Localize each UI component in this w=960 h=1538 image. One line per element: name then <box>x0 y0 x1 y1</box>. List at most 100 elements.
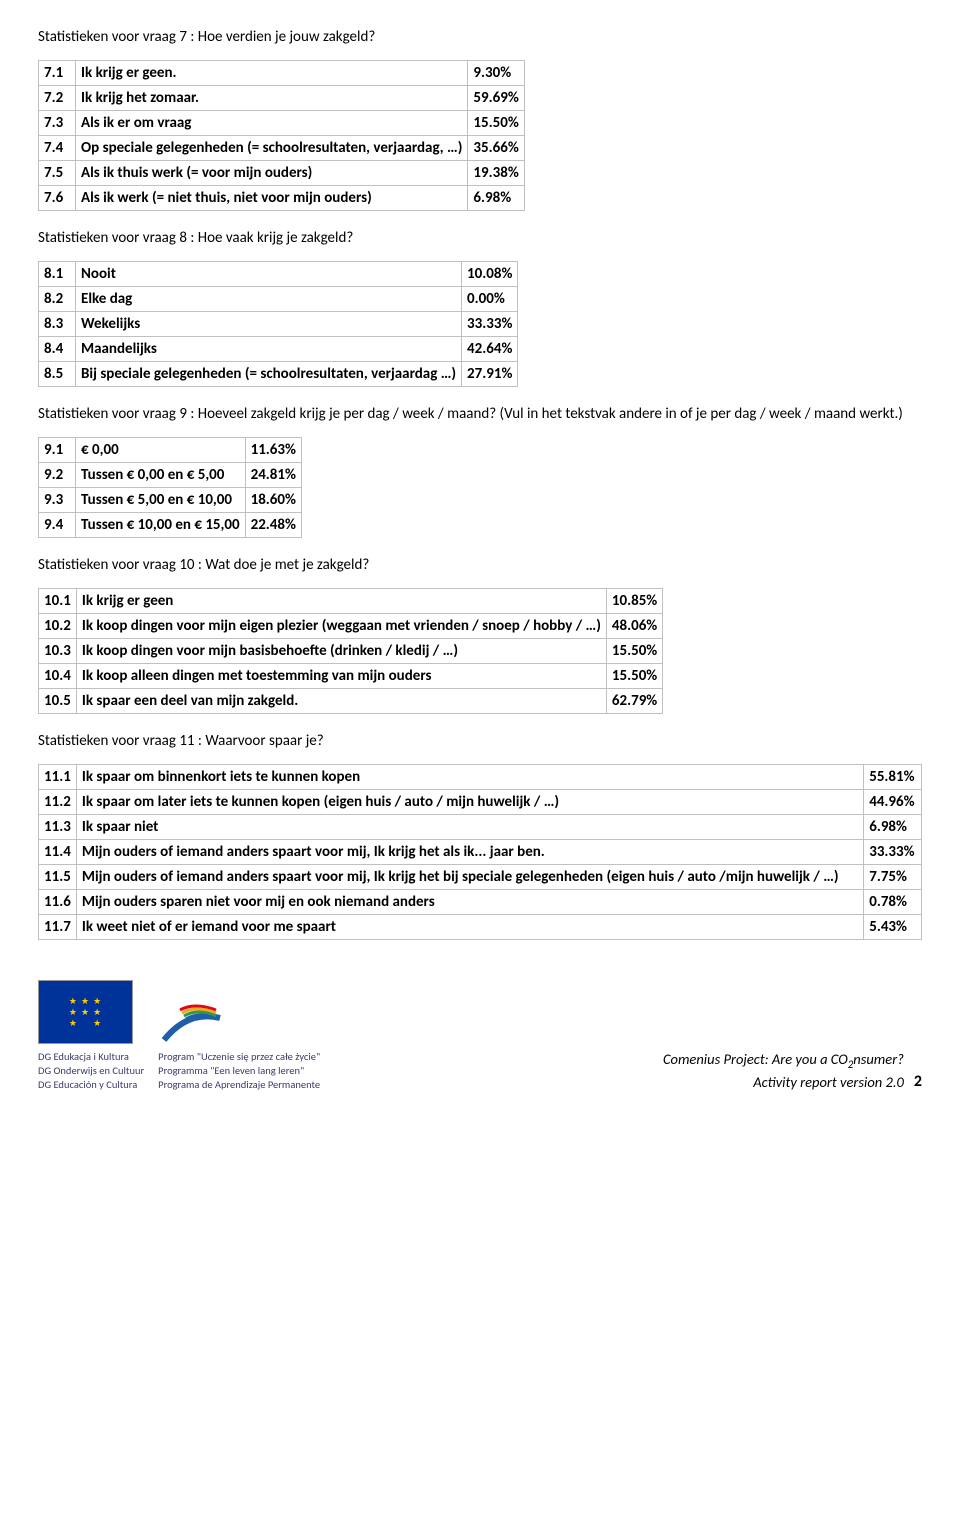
table-row: 11.7Ik weet niet of er iemand voor me sp… <box>39 915 921 939</box>
row-id: 8.3 <box>39 312 75 336</box>
table-row: 8.4Maandelijks42.64% <box>39 337 517 361</box>
row-label: Ik krijg er geen. <box>76 61 467 85</box>
row-label: € 0,00 <box>76 438 245 462</box>
row-pct: 42.64% <box>462 337 517 361</box>
row-pct: 10.08% <box>462 262 517 286</box>
footer-org-3: DG Educación y Cultura <box>38 1078 144 1092</box>
q7-table: 7.1Ik krijg er geen.9.30%7.2Ik krijg het… <box>38 60 525 211</box>
row-pct: 6.98% <box>468 186 523 210</box>
row-id: 11.7 <box>39 915 76 939</box>
row-label: Tussen € 0,00 en € 5,00 <box>76 463 245 487</box>
footer-org-1: DG Edukacja i Kultura <box>38 1050 144 1064</box>
row-label: Ik krijg er geen <box>77 589 606 613</box>
row-pct: 0.78% <box>864 890 921 914</box>
row-id: 9.3 <box>39 488 75 512</box>
row-label: Als ik werk (= niet thuis, niet voor mij… <box>76 186 467 210</box>
row-id: 7.3 <box>39 111 75 135</box>
footer-project-text: Comenius Project: Are you a CO2nsumer? A… <box>663 1050 904 1092</box>
row-label: Als ik thuis werk (= voor mijn ouders) <box>76 161 467 185</box>
q10-table: 10.1Ik krijg er geen10.85%10.2Ik koop di… <box>38 588 663 714</box>
footer-prog-1: Program "Uczenie się przez całe życie" <box>158 1050 320 1064</box>
row-pct: 48.06% <box>607 614 662 638</box>
row-pct: 44.96% <box>864 790 921 814</box>
row-label: Ik spaar om later iets te kunnen kopen (… <box>77 790 863 814</box>
table-row: 10.1Ik krijg er geen10.85% <box>39 589 662 613</box>
row-id: 8.4 <box>39 337 75 361</box>
row-label: Ik koop dingen voor mijn eigen plezier (… <box>77 614 606 638</box>
row-pct: 18.60% <box>246 488 301 512</box>
row-id: 11.1 <box>39 765 76 789</box>
row-pct: 24.81% <box>246 463 301 487</box>
row-label: Ik spaar om binnenkort iets te kunnen ko… <box>77 765 863 789</box>
row-id: 11.6 <box>39 890 76 914</box>
row-id: 10.4 <box>39 664 76 688</box>
row-id: 11.4 <box>39 840 76 864</box>
table-row: 7.4Op speciale gelegenheden (= schoolres… <box>39 136 524 160</box>
page-footer: ★ ★ DG Edukacja i Kultura DG Onderwijs e… <box>38 980 922 1093</box>
q11-title: Statistieken voor vraag 11 : Waarvoor sp… <box>38 732 922 750</box>
row-id: 7.6 <box>39 186 75 210</box>
table-row: 8.1Nooit10.08% <box>39 262 517 286</box>
row-pct: 33.33% <box>462 312 517 336</box>
footer-prog-3: Programa de Aprendizaje Permanente <box>158 1078 320 1092</box>
row-id: 11.5 <box>39 865 76 889</box>
row-pct: 7.75% <box>864 865 921 889</box>
table-row: 9.3Tussen € 5,00 en € 10,0018.60% <box>39 488 301 512</box>
row-label: Ik krijg het zomaar. <box>76 86 467 110</box>
program-logo-icon <box>158 1006 226 1048</box>
row-pct: 62.79% <box>607 689 662 713</box>
row-label: Ik weet niet of er iemand voor me spaart <box>77 915 863 939</box>
row-label: Tussen € 5,00 en € 10,00 <box>76 488 245 512</box>
row-pct: 55.81% <box>864 765 921 789</box>
table-row: 11.6Mijn ouders sparen niet voor mij en … <box>39 890 921 914</box>
row-pct: 0.00% <box>462 287 517 311</box>
row-label: Mijn ouders of iemand anders spaart voor… <box>77 865 863 889</box>
table-row: 9.2Tussen € 0,00 en € 5,0024.81% <box>39 463 301 487</box>
row-pct: 10.85% <box>607 589 662 613</box>
table-row: 7.6Als ik werk (= niet thuis, niet voor … <box>39 186 524 210</box>
table-row: 11.4Mijn ouders of iemand anders spaart … <box>39 840 921 864</box>
eu-flag-icon: ★ ★ <box>38 980 133 1044</box>
table-row: 7.5Als ik thuis werk (= voor mijn ouders… <box>39 161 524 185</box>
row-pct: 15.50% <box>607 639 662 663</box>
row-pct: 27.91% <box>462 362 517 386</box>
row-pct: 33.33% <box>864 840 921 864</box>
table-row: 9.1€ 0,0011.63% <box>39 438 301 462</box>
row-id: 7.2 <box>39 86 75 110</box>
row-label: Mijn ouders sparen niet voor mij en ook … <box>77 890 863 914</box>
page-number: 2 <box>914 1071 922 1093</box>
q8-title: Statistieken voor vraag 8 : Hoe vaak kri… <box>38 229 922 247</box>
row-id: 8.5 <box>39 362 75 386</box>
table-row: 11.3Ik spaar niet6.98% <box>39 815 921 839</box>
q8-table: 8.1Nooit10.08%8.2Elke dag0.00%8.3Wekelij… <box>38 261 518 387</box>
row-id: 8.1 <box>39 262 75 286</box>
row-id: 10.3 <box>39 639 76 663</box>
row-id: 9.1 <box>39 438 75 462</box>
row-id: 11.2 <box>39 790 76 814</box>
row-label: Ik spaar niet <box>77 815 863 839</box>
q10-title: Statistieken voor vraag 10 : Wat doe je … <box>38 556 922 574</box>
row-id: 10.5 <box>39 689 76 713</box>
row-pct: 5.43% <box>864 915 921 939</box>
row-label: Als ik er om vraag <box>76 111 467 135</box>
q9-title: Statistieken voor vraag 9 : Hoeveel zakg… <box>38 405 922 423</box>
table-row: 8.2Elke dag0.00% <box>39 287 517 311</box>
footer-org-2: DG Onderwijs en Cultuur <box>38 1064 144 1078</box>
row-id: 9.4 <box>39 513 75 537</box>
row-pct: 15.50% <box>468 111 523 135</box>
table-row: 7.1Ik krijg er geen.9.30% <box>39 61 524 85</box>
table-row: 11.2Ik spaar om later iets te kunnen kop… <box>39 790 921 814</box>
table-row: 10.5Ik spaar een deel van mijn zakgeld.6… <box>39 689 662 713</box>
row-label: Mijn ouders of iemand anders spaart voor… <box>77 840 863 864</box>
table-row: 7.2Ik krijg het zomaar.59.69% <box>39 86 524 110</box>
q7-title: Statistieken voor vraag 7 : Hoe verdien … <box>38 28 922 46</box>
table-row: 11.5Mijn ouders of iemand anders spaart … <box>39 865 921 889</box>
row-id: 7.1 <box>39 61 75 85</box>
row-id: 11.3 <box>39 815 76 839</box>
row-label: Elke dag <box>76 287 461 311</box>
row-label: Ik koop alleen dingen met toestemming va… <box>77 664 606 688</box>
row-label: Maandelijks <box>76 337 461 361</box>
table-row: 10.4Ik koop alleen dingen met toestemmin… <box>39 664 662 688</box>
q9-table: 9.1€ 0,0011.63%9.2Tussen € 0,00 en € 5,0… <box>38 437 302 538</box>
row-id: 7.5 <box>39 161 75 185</box>
